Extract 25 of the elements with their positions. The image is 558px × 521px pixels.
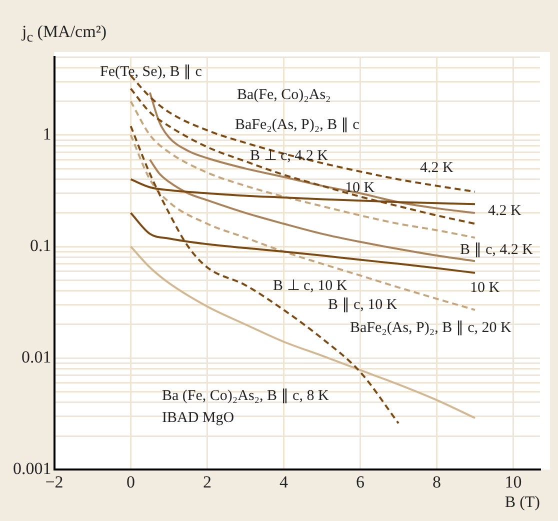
y-tick-label: 0.001 [13,459,52,478]
annotation: Ba (Fe, Co)₂As₂, B ∥ c, 8 K [162,388,329,404]
x-tick-label: 8 [432,472,441,492]
annotation: 4.2 K [488,202,522,219]
line-series [130,88,476,225]
x-tick-label: 0 [126,472,135,492]
annotation: 4.2 K [420,160,454,176]
annotation: B ∥ c, 10 K [328,296,398,313]
annotation: B ∥ c, 4.2 K [460,242,534,258]
annotation: Ba(Fe, Co)₂As₂ [237,86,331,103]
annotation: 10 K [470,280,500,296]
y-axis-title: j$_{c}$ (MA/cm²) [22,22,107,46]
x-tick-label: 2 [202,472,212,492]
annotation: IBAD MgO [162,410,234,426]
y-tick-label: 0.01 [22,348,52,367]
annotation: BaFe₂(As, P)₂, B ∥ c, 20 K [350,320,512,336]
annotation: BaFe₂(As, P)₂, B ∥ c [235,116,360,133]
x-tick-label: 4 [279,472,288,492]
x-tick-label: 6 [356,472,364,492]
annotation: B ⊥ c, 10 K [273,278,348,294]
x-tick-label: 10 [504,472,522,492]
x-axis-title: B (T) [504,494,540,512]
annotation: Fe(Te, Se), B ∥ c [100,64,202,80]
y-tick-label: 0.1 [30,236,52,255]
y-tick-label: 1 [42,124,52,144]
